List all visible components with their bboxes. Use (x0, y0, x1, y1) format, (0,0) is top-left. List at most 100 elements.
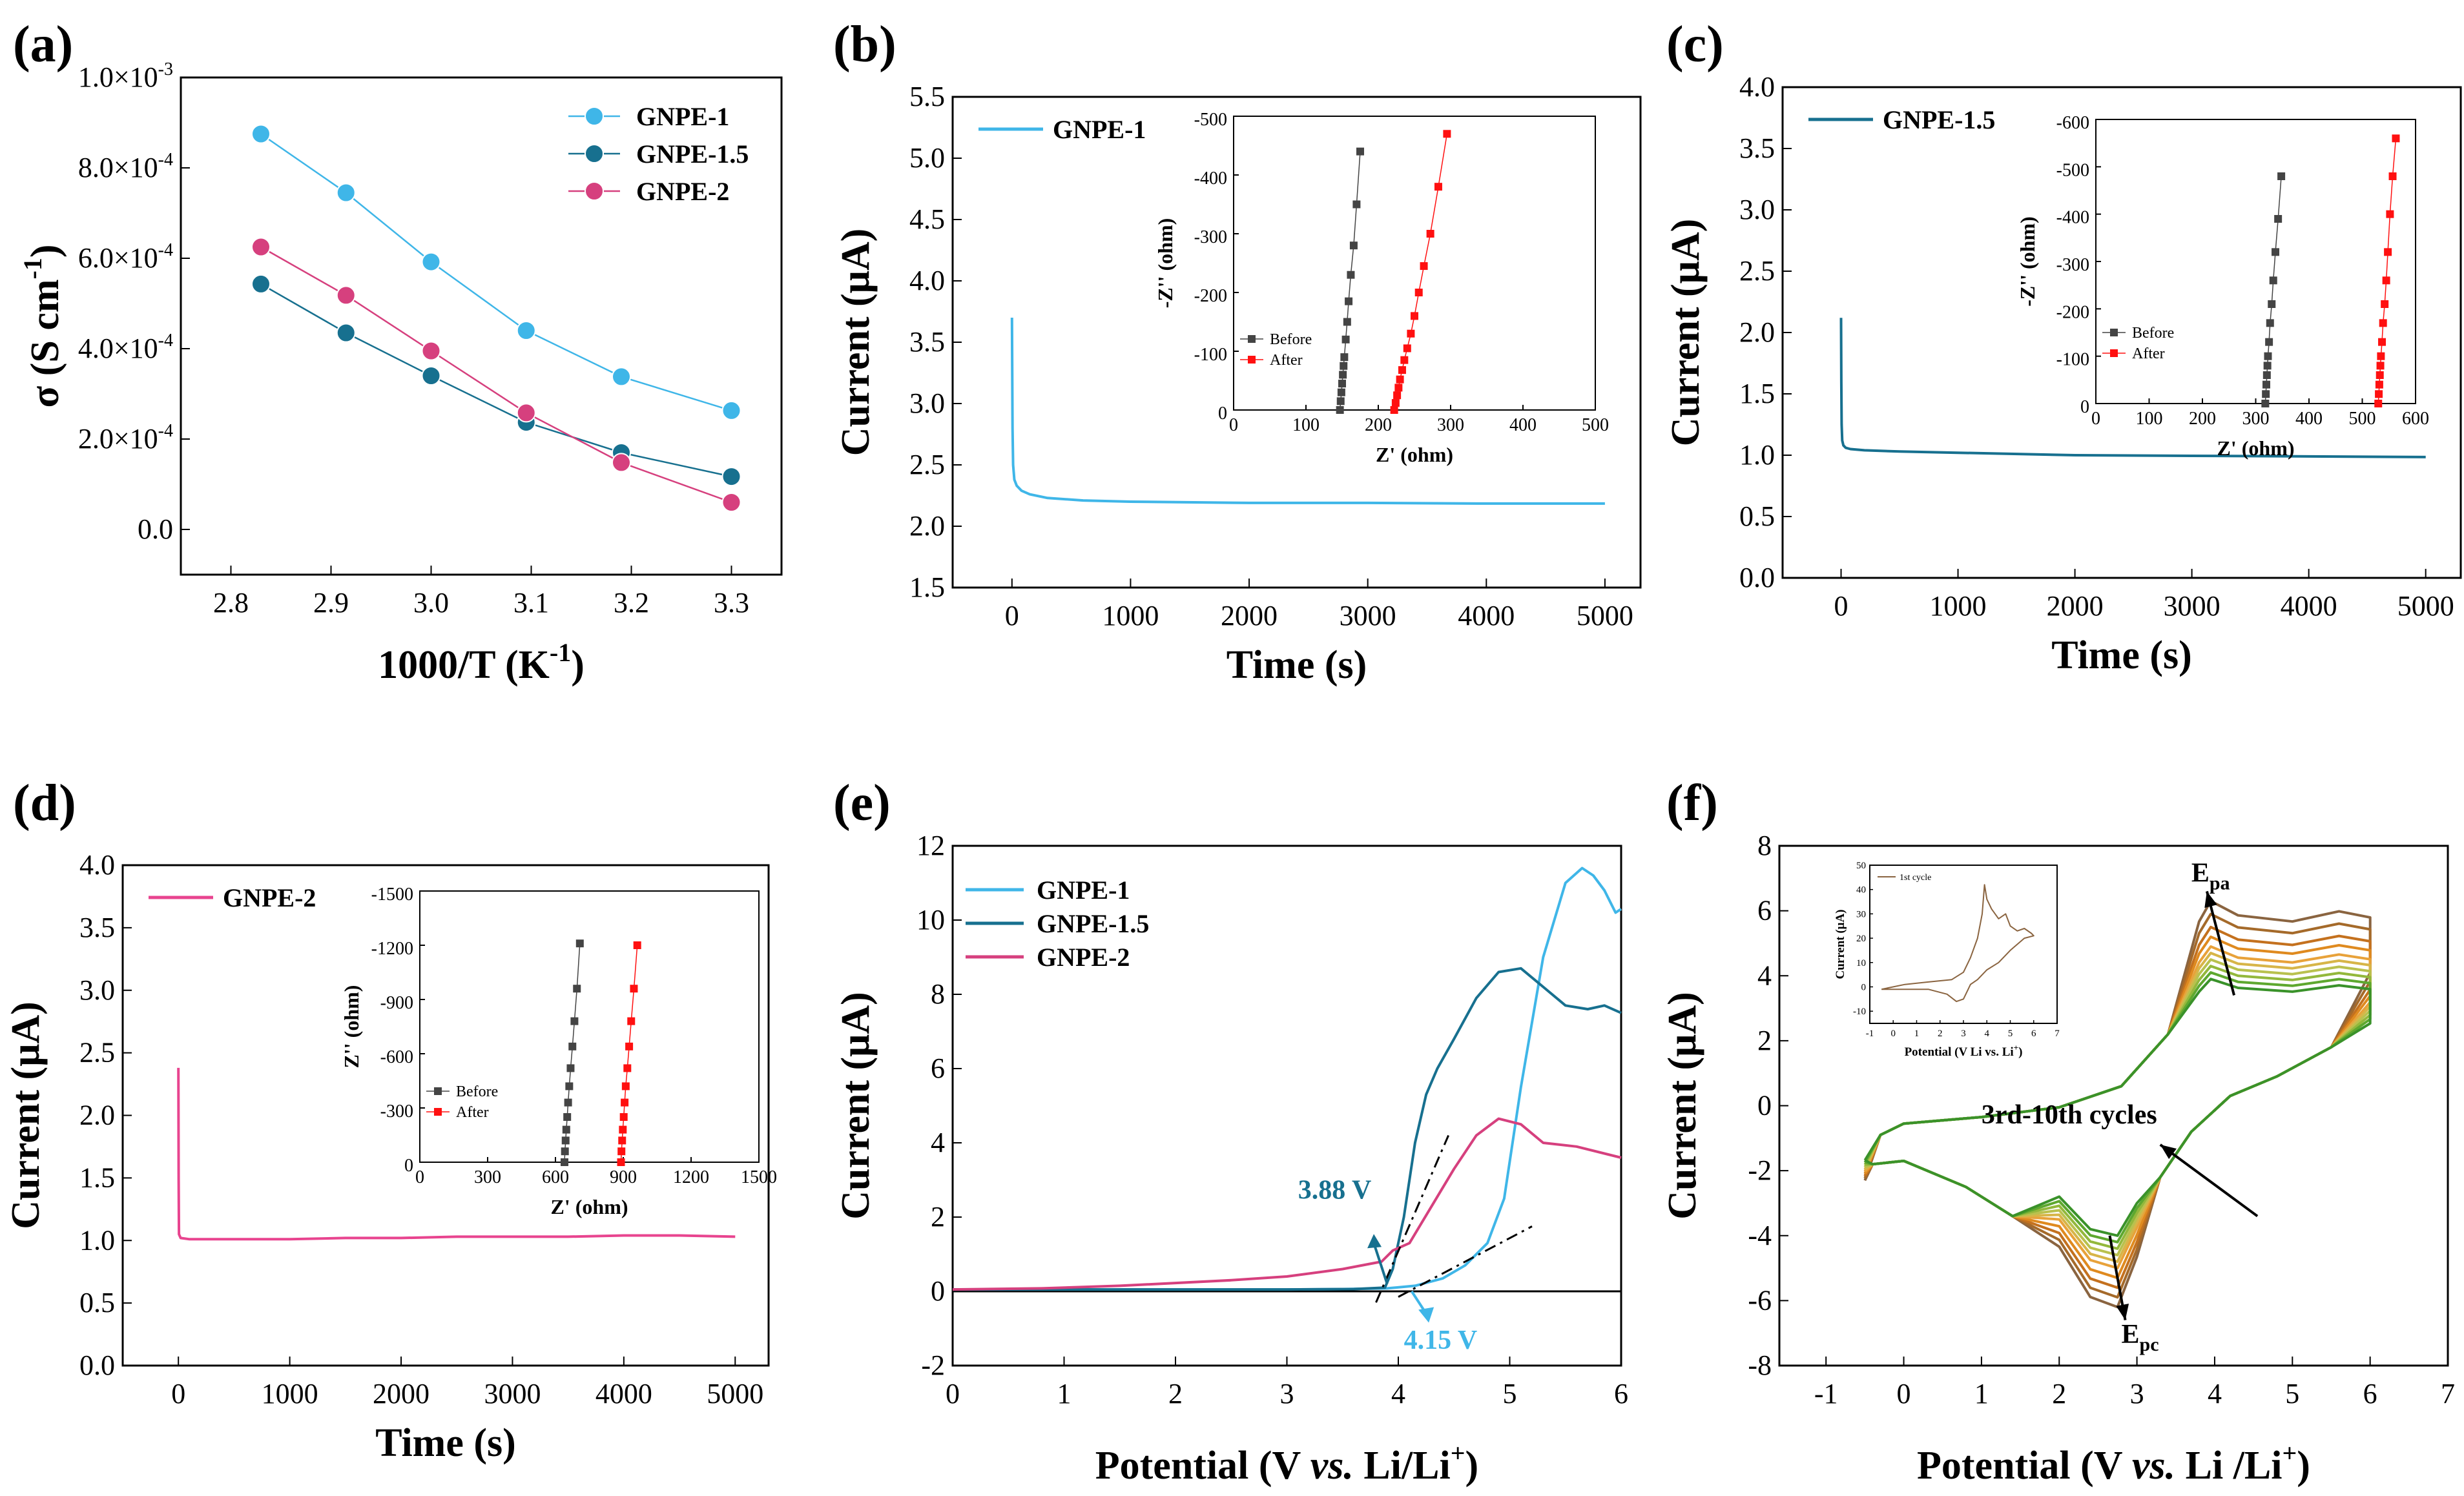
inset-data-point (565, 1082, 574, 1091)
inset-legend-label: After (1270, 352, 1303, 369)
y-tick-text: 10 (916, 904, 945, 936)
inset-x-label-text: Potential (V Li vs. Li (1905, 1045, 2014, 1059)
y-tick-text: 2.5 (79, 1037, 115, 1069)
panel-label: (c) (1666, 16, 1724, 73)
x-tick-label: 1200 (673, 1167, 709, 1187)
inset-legend-marker (434, 1108, 442, 1116)
x-tick-label: 500 (2349, 409, 2376, 429)
inset-data-point (2392, 134, 2400, 143)
y-tick-exp: -4 (158, 240, 173, 260)
inset-data-point (1341, 335, 1350, 343)
y-tick-label: 5.0 (909, 142, 945, 174)
inset-data-point (2261, 400, 2270, 407)
x-tick-label: 0 (2091, 409, 2100, 429)
y-tick-text: 3.5 (909, 326, 945, 358)
y-tick-text: -100 (1194, 345, 1227, 365)
inset-data-point (570, 1017, 579, 1025)
y-label-text: Current (μA) (834, 229, 878, 456)
y-label-text: Current (μA) (4, 1001, 48, 1229)
epc-label: Epc (2122, 1320, 2159, 1355)
x-tick-label: 400 (1509, 415, 1537, 435)
y-tick-label: 6.0×10-4 (78, 240, 173, 274)
inset-data-point (563, 1113, 572, 1121)
x-tick-label: 3.3 (714, 587, 749, 619)
inset-data-point (2376, 371, 2384, 379)
x-tick-label: 500 (1582, 415, 1609, 435)
inset-x-tick-label: 0 (1891, 1029, 1896, 1039)
y-tick-text: -300 (1194, 227, 1227, 247)
y-tick-text: -200 (1194, 286, 1227, 306)
y-label-text: σ (S cm (23, 279, 67, 407)
inset-y-tick-label: 20 (1856, 934, 1866, 944)
x-tick-label: 3.2 (614, 587, 649, 619)
series-line (953, 967, 1622, 1291)
series-line (260, 133, 732, 412)
y-tick-text: -6 (1748, 1284, 1772, 1316)
x-tick-label: 7 (2441, 1378, 2455, 1409)
y-tick-text: -2 (921, 1349, 945, 1381)
legend-label: GNPE-2 (223, 883, 316, 912)
y-tick-text: 3.5 (1739, 132, 1775, 164)
x-label-italic: vs. (2132, 1444, 2175, 1488)
x-label-sup: -1 (550, 638, 571, 667)
x-axis-label: Time (s) (1227, 643, 1367, 687)
inset-data-point (1349, 241, 1358, 250)
y-tick-text: 4.0 (909, 265, 945, 296)
x-tick-label: 6 (1614, 1378, 1628, 1409)
panel-label: (a) (13, 16, 73, 73)
inset-data-point (1393, 391, 1402, 400)
inset-data-point (1338, 380, 1346, 388)
inset-frame (1233, 116, 1596, 411)
x-tick-label: 300 (1437, 415, 1464, 435)
x-tick-label: 0 (946, 1378, 960, 1409)
inset-data-point (1426, 230, 1434, 238)
inset-data-point (2263, 362, 2272, 370)
y-tick-text: -1500 (371, 885, 413, 905)
x-axis-label: Time (s) (2051, 633, 2192, 677)
y-tick-label: 0 (404, 1156, 413, 1176)
y-tick-label: -6 (1748, 1284, 1772, 1316)
y-tick-label: 3.5 (79, 912, 115, 943)
inset-data-point (566, 1064, 575, 1072)
data-point (251, 274, 271, 294)
x-tick-label: 3000 (484, 1378, 541, 1409)
x-tick-label: 0 (1897, 1378, 1911, 1409)
inset-data-point (1391, 399, 1400, 407)
inset-data-point (1407, 329, 1415, 338)
legend-label: GNPE-1 (1037, 876, 1130, 905)
y-tick-text: 8 (1757, 830, 1772, 861)
inset-data-point (623, 1064, 632, 1072)
y-tick-label: -500 (2056, 160, 2089, 180)
y-tick-text: 6 (1757, 895, 1772, 927)
y-tick-text: 4.0 (1739, 71, 1775, 103)
y-axis-label: σ (S cm-1) (18, 244, 67, 407)
cycles-arrow (2159, 1143, 2259, 1218)
y-tick-label: 4.0×10-4 (78, 331, 173, 364)
data-point (336, 183, 356, 203)
legend-marker (585, 107, 604, 126)
inset-legend-label: 1st cycle (1900, 873, 1931, 883)
inset-data-point (2374, 400, 2383, 407)
y-tick-label: -1200 (371, 939, 413, 959)
y-tick-label: -900 (380, 993, 413, 1013)
legend-label: GNPE-1 (636, 102, 729, 131)
y-tick-label: -200 (2056, 302, 2089, 322)
x-tick-label: 400 (2295, 409, 2323, 429)
inset-data-point (1403, 344, 1411, 353)
y-tick-label: 0 (1218, 404, 1227, 424)
inset-data-point (1420, 262, 1428, 271)
inset-data-point (625, 1042, 634, 1050)
inset-y-label-text: Z'' (ohm) (340, 985, 363, 1069)
inset-data-point (564, 1098, 572, 1107)
legend-label: GNPE-2 (636, 177, 729, 206)
series-line (260, 283, 732, 478)
x-tick-label: 2000 (2047, 590, 2104, 622)
y-tick-label: -100 (1194, 345, 1227, 365)
inset-x-label: Z' (ohm) (551, 1195, 628, 1218)
legend-label: GNPE-1.5 (636, 139, 749, 169)
inset-x-label: Z' (ohm) (1376, 443, 1453, 466)
inset-data-point (573, 985, 581, 993)
inset-data-point (2375, 380, 2383, 389)
inset-data-point (575, 939, 584, 948)
inset-x-label: Z' (ohm) (2217, 436, 2295, 460)
